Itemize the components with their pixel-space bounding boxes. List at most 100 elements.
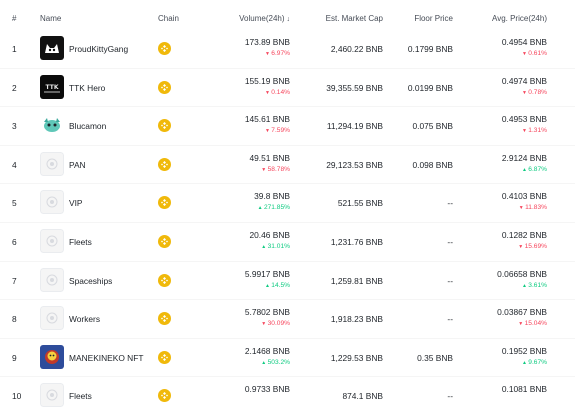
avg-price-change-value: 1.31% (528, 127, 547, 135)
table-row[interactable]: 6 Fleets 20.46 BNB ▲ 31.01% 1,231.76 BNB -- 0.… (0, 223, 575, 262)
volume-change-value: 31.01% (267, 243, 290, 250)
change-up-icon: ▲ (521, 282, 529, 289)
header-market-cap[interactable]: Est. Market Cap (325, 14, 383, 23)
table-row[interactable]: 8 Workers 5.7802 BNB ▼ 30.09% 1,918.23 BNB --… (0, 300, 575, 339)
row-rank: 9 (12, 352, 17, 363)
avg-price-change-value: 0.78% (528, 88, 547, 96)
bnb-chain-icon (158, 312, 171, 326)
avg-price-cell: 0.4954 BNB ▼ 0.61% (502, 37, 547, 57)
avg-price-value: 0.1952 BNB (501, 345, 547, 356)
volume-value: 155.19 BNB (244, 75, 290, 86)
header-volume[interactable]: Volume(24h) ↓ (239, 14, 290, 23)
change-up-icon: ▲ (521, 359, 529, 366)
table-row[interactable]: 7 Spaceships 5.9917 BNB ▲ 14.5% 1,259.81 BNB… (0, 262, 575, 301)
collection-name-link[interactable]: Spaceships (69, 275, 113, 286)
table-row[interactable]: 3 Blucamon 145.61 BNB ▼ 7.59% 11,294.19 BNB 0… (0, 107, 575, 146)
collection-name-link[interactable]: Workers (69, 314, 101, 325)
table-row[interactable]: 9 MANEKINEKO NFT 2.1468 BNB ▲ 503.2% 1,229.5… (0, 339, 575, 378)
floor-price-value: -- (447, 198, 453, 209)
avg-price-value: 0.1081 BNB (501, 384, 547, 395)
collection-name-link[interactable]: TTK Hero (69, 82, 106, 93)
change-up-icon: ▲ (264, 282, 272, 289)
header-floor-price[interactable]: Floor Price (414, 14, 453, 23)
change-down-icon: ▼ (518, 205, 526, 212)
table-row[interactable]: 1 ProudKittyGang 173.89 BNB ▼ 6.97% 2,460.22… (0, 30, 575, 69)
market-cap-value: 39,355.59 BNB (326, 82, 383, 93)
placeholder-logo-icon[interactable] (40, 151, 64, 176)
avg-price-value: 0.4954 BNB (501, 37, 547, 47)
market-cap-value: 29,123.53 BNB (326, 159, 383, 170)
floor-price-value: 0.098 BNB (412, 159, 453, 170)
bnb-chain-icon (158, 389, 171, 403)
row-rank: 4 (12, 159, 17, 170)
arrow-down-icon[interactable]: ↓ (286, 16, 291, 23)
volume-change: ▼ 7.59% (245, 127, 290, 134)
collection-name-link[interactable]: Blucamon (69, 121, 107, 132)
change-down-icon: ▼ (518, 321, 525, 328)
volume-change-value: 271.85% (263, 204, 290, 212)
row-rank: 7 (12, 275, 17, 286)
placeholder-logo-icon[interactable] (40, 383, 64, 408)
market-cap-value: 1,918.23 BNB (330, 314, 383, 325)
volume-cell: 145.61 BNB ▼ 7.59% (245, 114, 290, 134)
collection-name-link[interactable]: MANEKINEKO NFT (69, 352, 144, 363)
header-avg-price[interactable]: Avg. Price(24h) (492, 14, 547, 23)
row-rank: 5 (12, 198, 17, 209)
placeholder-logo-icon[interactable] (40, 267, 64, 292)
avg-price-change-value: 9.67% (528, 358, 547, 366)
row-rank: 3 (12, 121, 17, 132)
floor-price-value: 0.1799 BNB (407, 44, 453, 54)
collection-name-link[interactable]: VIP (69, 198, 83, 209)
floor-price-value: 0.35 BNB (417, 352, 453, 363)
row-divider (0, 183, 575, 185)
collection-name-link[interactable]: PAN (69, 159, 86, 170)
table-row[interactable]: 2 TTK TTK Hero 155.19 BNB ▼ 0.14% 39,355.59 B… (0, 69, 575, 108)
table-row[interactable]: 10 Fleets 0.9733 BNB 874.1 BNB -- 0.1081 BNB (0, 377, 575, 410)
change-up-icon: ▲ (261, 244, 268, 250)
avg-price-change: ▼ 1.31% (502, 127, 547, 134)
volume-change-value: 7.59% (271, 127, 290, 135)
market-cap-value: 521.55 BNB (337, 198, 383, 209)
row-divider (0, 106, 575, 108)
bnb-chain-icon (158, 235, 171, 248)
row-divider (0, 221, 575, 223)
volume-change-value: 0.14% (271, 88, 290, 96)
avg-price-value: 0.4974 BNB (501, 75, 547, 86)
collection-name-link[interactable]: Fleets (69, 237, 92, 247)
avg-price-change-value: 15.04% (524, 320, 547, 328)
blucamon-logo-icon[interactable] (40, 113, 64, 138)
floor-price-value: -- (447, 237, 453, 247)
kitty-logo-icon[interactable] (40, 36, 64, 60)
row-rank: 6 (12, 237, 17, 247)
change-up-icon: ▲ (257, 205, 264, 212)
avg-price-value: 0.03867 BNB (497, 307, 547, 318)
volume-cell: 5.9917 BNB ▲ 14.5% (245, 269, 290, 289)
market-cap-value: 11,294.19 BNB (326, 121, 383, 132)
collection-name-link[interactable]: Fleets (69, 391, 92, 402)
avg-price-change-value: 15.69% (524, 243, 547, 250)
table-row[interactable]: 5 VIP 39.8 BNB ▲ 271.85% 521.55 BNB -- 0.4103 … (0, 184, 575, 223)
bnb-chain-icon (158, 42, 171, 55)
avg-price-change: ▲ 3.61% (497, 282, 547, 289)
row-rank: 2 (12, 82, 17, 93)
row-divider (0, 376, 575, 378)
volume-cell: 173.89 BNB ▼ 6.97% (245, 37, 290, 57)
table-row[interactable]: 4 PAN 49.51 BNB ▼ 58.78% 29,123.53 BNB 0.098 … (0, 146, 575, 185)
avg-price-cell: 0.4974 BNB ▼ 0.78% (502, 76, 547, 96)
manekineko-logo-icon[interactable] (40, 344, 64, 369)
market-cap-value: 874.1 BNB (342, 391, 383, 402)
placeholder-logo-icon[interactable] (40, 229, 64, 253)
header-volume-label: Volume(24h) (239, 14, 285, 23)
ttk-logo-icon[interactable]: TTK (40, 74, 64, 99)
volume-value: 20.46 BNB (249, 230, 290, 240)
row-divider (0, 260, 575, 262)
placeholder-logo-icon[interactable] (40, 306, 64, 331)
volume-cell: 20.46 BNB ▲ 31.01% (249, 230, 290, 250)
placeholder-logo-icon[interactable] (40, 190, 64, 215)
avg-price-change: ▼ 0.78% (502, 89, 547, 96)
volume-value: 5.9917 BNB (244, 268, 290, 279)
market-cap-value: 1,231.76 BNB (330, 237, 383, 247)
bnb-chain-icon (158, 119, 171, 133)
collection-name-link[interactable]: ProudKittyGang (69, 44, 129, 54)
volume-value: 145.61 BNB (244, 114, 290, 125)
